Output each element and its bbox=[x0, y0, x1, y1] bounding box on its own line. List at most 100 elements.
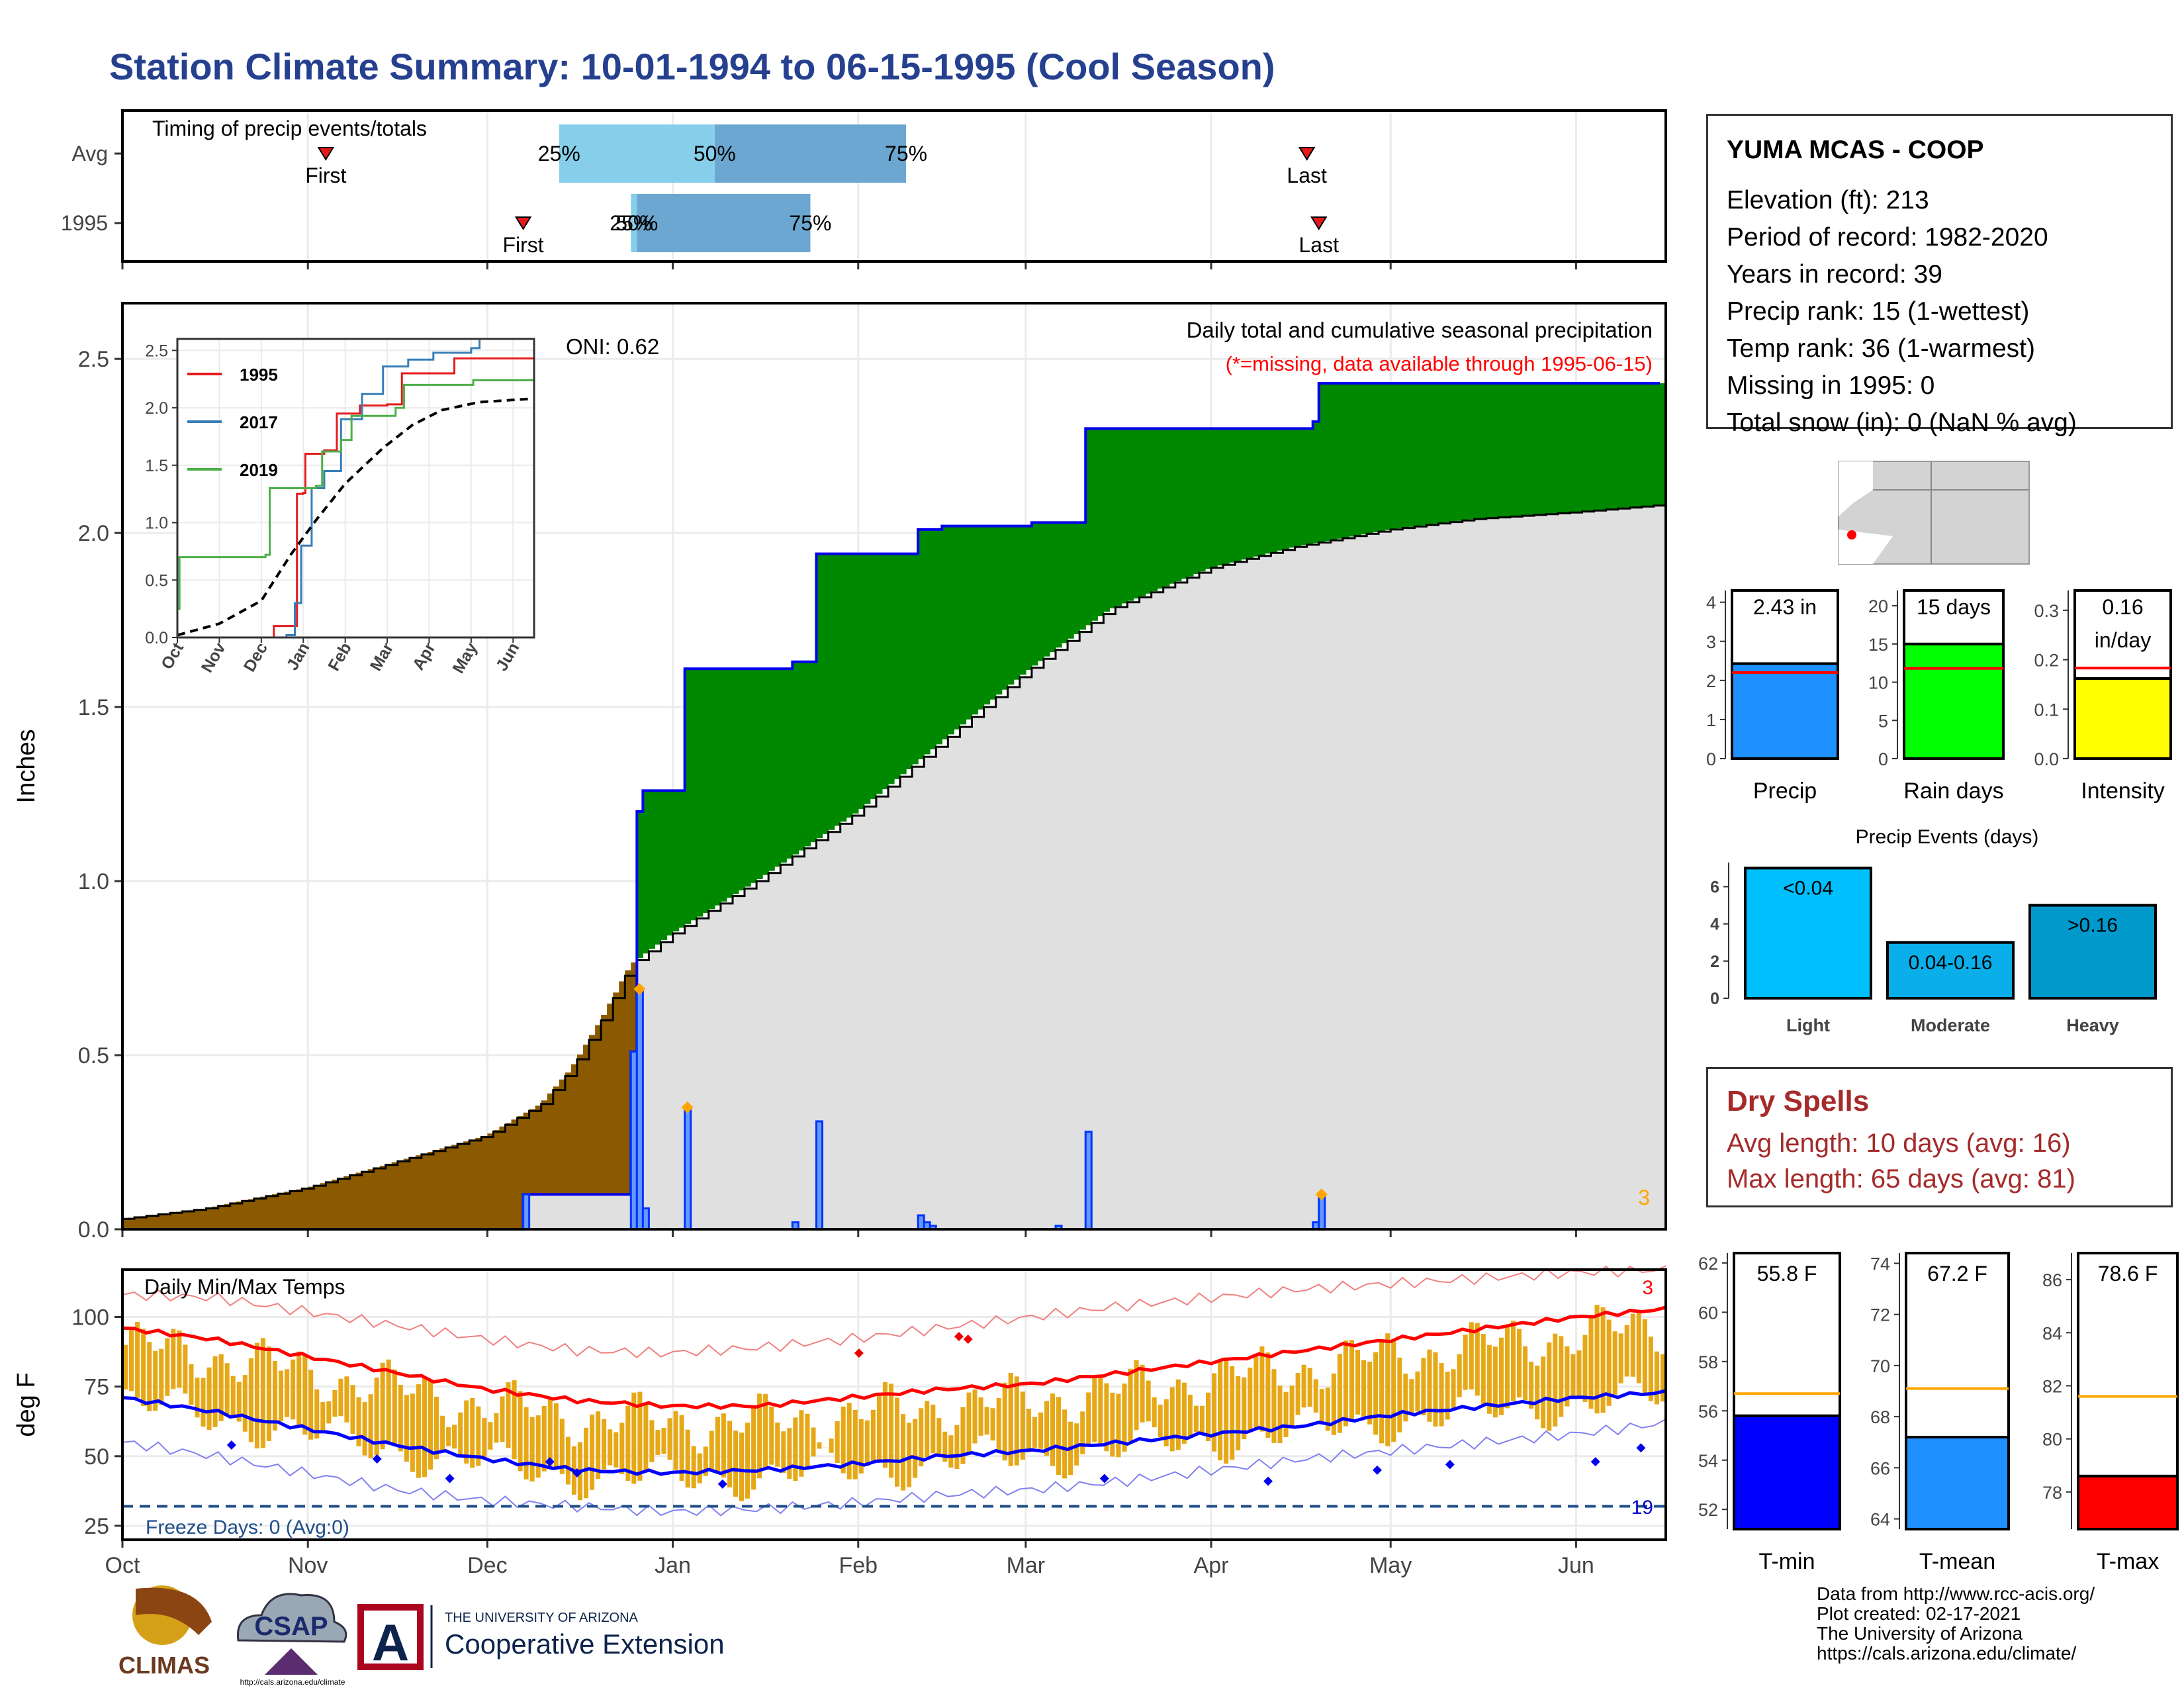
precip-summary-1-value-bar bbox=[1903, 642, 2005, 760]
csap-logo-cloud bbox=[236, 1593, 347, 1643]
temps-x-tick-label: Mar bbox=[1007, 1553, 1046, 1578]
precip-summary-2-y-tick-label: 0.0 bbox=[2034, 749, 2059, 769]
precip-summary-2-y-tick-label: 0.3 bbox=[2034, 601, 2059, 621]
temps-x-tick-label: Oct bbox=[105, 1553, 140, 1578]
temps-record-low-marker bbox=[372, 1454, 382, 1464]
timing-p25-label: 25% bbox=[610, 211, 652, 235]
inset-legend-label: 2019 bbox=[240, 460, 278, 480]
temp-summary-0-frame bbox=[1733, 1252, 1841, 1417]
timing-last-marker bbox=[1298, 147, 1316, 161]
timing-p75-label: 75% bbox=[789, 211, 831, 235]
precip-daily-bar bbox=[522, 1193, 531, 1231]
precip-summary-2-value-label: 0.16 bbox=[2102, 595, 2143, 619]
precip-summary-0-y-tick-label: 0 bbox=[1706, 749, 1716, 769]
inset-y-tick-label: 2.0 bbox=[145, 399, 168, 418]
temps-y-tick-label: 50 bbox=[84, 1444, 109, 1470]
timing-first-marker bbox=[514, 216, 532, 230]
timing-p25-label: 25% bbox=[538, 142, 580, 165]
temps-x-tick-label: Jun bbox=[1558, 1553, 1594, 1578]
inset-bg bbox=[177, 339, 534, 637]
dry-spells-avg: Avg length: 10 days (avg: 16) bbox=[1727, 1129, 2071, 1158]
precip-events-category-label: Moderate bbox=[1911, 1015, 1990, 1035]
station-elevation: Elevation (ft): 213 bbox=[1727, 186, 1929, 214]
precip-events-bar-label: 0.04-0.16 bbox=[1909, 952, 1993, 974]
temp-summary-2-y-tick-label: 82 bbox=[2042, 1376, 2062, 1396]
station-snow: Total snow (in): 0 (NaN % avg) bbox=[1727, 408, 2077, 437]
inset-legend-label: 1995 bbox=[240, 365, 278, 385]
precip-y-tick-label: 2.5 bbox=[78, 347, 109, 372]
precip-events-bar bbox=[1886, 941, 2015, 1000]
temps-x-tick-label: Apr bbox=[1194, 1553, 1229, 1578]
csap-logo-mountain bbox=[265, 1648, 318, 1675]
precip-summary-2-y-tick-label: 0.2 bbox=[2034, 651, 2059, 671]
precip-summary-0-y-tick-label: 2 bbox=[1706, 671, 1716, 691]
csap-logo-url: http://cals.arizona.edu/climate bbox=[240, 1677, 345, 1687]
inset-legend-label: 2017 bbox=[240, 412, 278, 432]
temps-record-low-marker bbox=[717, 1479, 727, 1489]
temps-average-min-line bbox=[122, 1389, 1666, 1476]
temp-summary-2-value-label: 78.6 F bbox=[2098, 1262, 2158, 1286]
temps-record-low-marker bbox=[545, 1457, 555, 1467]
precip-daily-bar bbox=[684, 1106, 692, 1231]
precip-summary-1-y-tick-label: 15 bbox=[1868, 635, 1888, 655]
temp-summary-0-y-tick-label: 58 bbox=[1698, 1352, 1718, 1372]
temps-x-tick-label: Nov bbox=[288, 1553, 328, 1578]
precip-summary-2-frame bbox=[2073, 589, 2172, 680]
precip-average-line bbox=[122, 504, 1667, 1220]
timing-title: Timing of precip events/totals bbox=[152, 117, 427, 140]
precip-events-y-tick-label: 6 bbox=[1710, 878, 1719, 897]
temp-summary-2-value-bar bbox=[2077, 1474, 2179, 1530]
precip-summary-0-y-tick-label: 1 bbox=[1706, 710, 1716, 730]
timing-last-marker bbox=[1310, 216, 1328, 230]
precip-events-category-label: Light bbox=[1786, 1015, 1830, 1035]
location-map-station-dot bbox=[1847, 530, 1856, 539]
ua-logo-block bbox=[357, 1604, 424, 1670]
credits: Data from http://www.rcc-acis.org/ Plot … bbox=[1817, 1584, 2095, 1664]
temps-record-max-line bbox=[122, 1265, 1666, 1359]
station-info-box: YUMA MCAS - COOP Elevation (ft): 213 Per… bbox=[1706, 114, 2173, 437]
inset-y-tick-label: 1.5 bbox=[145, 457, 168, 475]
timing-first-label: First bbox=[305, 164, 346, 187]
precip-y-axis-label: Inches bbox=[13, 729, 40, 804]
credits-university: The University of Arizona bbox=[1817, 1623, 2023, 1644]
precip-summary-2-category-label: Intensity bbox=[2081, 778, 2165, 804]
precip-events-y-tick-label: 0 bbox=[1710, 990, 1719, 1008]
timing-p50-label: 50% bbox=[615, 211, 658, 235]
precip-count-label: 3 bbox=[1638, 1186, 1650, 1209]
precip-annotation-missing: (*=missing, data available through 1995-… bbox=[1226, 352, 1653, 375]
climas-logo-mark bbox=[136, 1587, 212, 1635]
precip-summary-0-value-bar bbox=[1731, 662, 1839, 760]
precip-events-y-tick-label: 4 bbox=[1710, 915, 1719, 934]
precip-y-tick-label: 1.0 bbox=[78, 869, 109, 894]
temp-summary-0-category-label: T-min bbox=[1759, 1549, 1815, 1574]
inset-y-tick-label: 0.0 bbox=[145, 629, 168, 647]
temps-record-low-marker bbox=[1590, 1457, 1600, 1467]
precip-average-area bbox=[122, 505, 1666, 1229]
precip-summary-1-y-tick-label: 10 bbox=[1868, 673, 1888, 693]
precip-events-bar-label: >0.16 bbox=[2068, 915, 2118, 937]
timing-bar-25-50 bbox=[631, 194, 637, 252]
temps-x-tick-label: May bbox=[1369, 1553, 1412, 1578]
temps-freeze-label: Freeze Days: 0 (Avg:0) bbox=[146, 1517, 349, 1538]
inset-y-tick-label: 2.5 bbox=[145, 342, 168, 360]
temps-x-tick-label: Jan bbox=[655, 1553, 691, 1578]
temp-summary-2-y-tick-label: 86 bbox=[2042, 1270, 2062, 1290]
temp-summary-1-value-label: 67.2 F bbox=[1927, 1262, 1987, 1286]
precip-summary-1-y-tick-label: 0 bbox=[1878, 749, 1888, 769]
precip-y-tick-label: 0.5 bbox=[78, 1043, 109, 1068]
precip-summary-1-y-tick-label: 5 bbox=[1878, 711, 1888, 731]
precip-summary-1-category-label: Rain days bbox=[1903, 778, 2003, 804]
temps-record-high-marker bbox=[854, 1348, 864, 1358]
temps-top-count: 3 bbox=[1642, 1277, 1653, 1299]
credits-plot-created: Plot created: 02-17-2021 bbox=[1817, 1603, 2021, 1624]
precip-deficit-area bbox=[122, 962, 637, 1229]
station-temp-rank: Temp rank: 36 (1-warmest) bbox=[1727, 334, 2035, 363]
precip-daily-bar bbox=[641, 1207, 650, 1231]
temp-summary-1-y-tick-label: 66 bbox=[1870, 1458, 1890, 1478]
temp-summary-0-y-tick-label: 54 bbox=[1698, 1451, 1718, 1471]
temps-y-tick-label: 100 bbox=[71, 1305, 109, 1331]
temp-summary-1-category-label: T-mean bbox=[1919, 1549, 1995, 1574]
precip-daily-bar bbox=[1084, 1131, 1093, 1231]
csap-logo-text: CSAP bbox=[254, 1612, 328, 1641]
temp-summary-1-y-tick-label: 74 bbox=[1870, 1254, 1890, 1274]
